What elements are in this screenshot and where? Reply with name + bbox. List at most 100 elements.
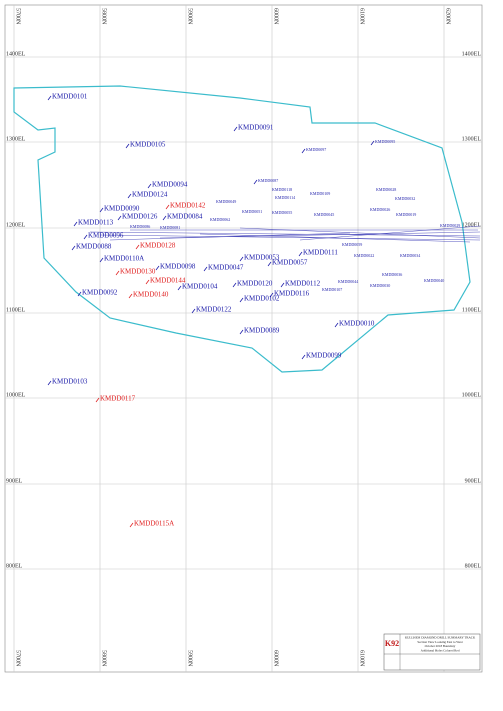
hole-label: KMDD0104: [182, 283, 218, 291]
hole-label: KMDD0116: [274, 290, 310, 298]
minor-hole-label: KMDD0045: [314, 212, 334, 217]
hole-label: KMDD0126: [122, 213, 158, 221]
title-block: K92: [383, 633, 481, 671]
hole-label: KMDD0098: [160, 263, 196, 271]
hole-trace: [301, 354, 306, 360]
drill-traces: [89, 225, 481, 243]
title-line: Additional Holes Colored Red: [421, 648, 460, 652]
hole-trace: [191, 308, 196, 314]
right-label: 1000EL: [462, 392, 482, 398]
hole-label: KMDD0053: [244, 254, 280, 262]
minor-hole-label: KMDD0029: [440, 223, 460, 228]
hole-trace: [77, 291, 82, 297]
title-line: KULLHEM DIAMOND DRILL SUMMARY TRACK: [405, 636, 476, 640]
minor-hole-label: KMDD0030: [370, 283, 390, 288]
hole-label: KMDD0057: [272, 259, 308, 267]
hole-trace: [269, 292, 274, 298]
bottom-label: 6100N: [359, 650, 365, 667]
hole-trace: [128, 293, 133, 299]
hole-trace: [71, 245, 76, 251]
minor-hole-label: KMDD0107: [322, 287, 342, 292]
hole-trace: [165, 204, 170, 210]
hole-trace: [99, 257, 104, 263]
hole-trace: [334, 322, 339, 328]
hole-label: KMDD0115A: [134, 520, 174, 528]
bottom-label: 5700N: [15, 650, 21, 667]
left-label: 1000EL: [6, 392, 26, 398]
hole-trace: [147, 183, 152, 189]
hole-trace: [232, 282, 237, 288]
boundary: [13, 85, 471, 373]
right-label: 900EL: [465, 478, 482, 484]
hole-label: KMDD0095: [375, 139, 395, 144]
minor-hole-label: KMDD0051: [242, 209, 262, 214]
hole-trace: [280, 282, 285, 288]
hole-trace: [298, 251, 303, 257]
hole-trace: [239, 329, 244, 335]
hole-trace: [83, 234, 88, 240]
bottom-label: 5900N: [187, 650, 193, 667]
left-label: 900EL: [6, 478, 23, 484]
hole-trace: [233, 126, 238, 132]
hole-label: KMDD0117: [100, 395, 136, 403]
hole-label: KMDD0089: [244, 327, 280, 335]
left-label: 1300EL: [6, 136, 26, 142]
hole-label: KMDD0142: [170, 202, 206, 210]
minor-hole-label: KMDD0040: [424, 278, 444, 283]
bottom-label: 6000N: [273, 650, 279, 667]
logo: K92: [385, 639, 399, 648]
hole-label: KMDD0103: [52, 378, 88, 386]
hole-label: KMDD0128: [140, 242, 176, 250]
hole-label: KMDD0101: [52, 93, 88, 101]
minor-hole-label: KMDD0109: [310, 191, 330, 196]
minor-hole-label: KMDD0059: [342, 242, 362, 247]
top-label: 6100N: [359, 8, 365, 25]
minor-hole-label: KMDD0034: [400, 253, 420, 258]
right-label: 800EL: [465, 563, 482, 569]
top-label: 5900N: [187, 8, 193, 25]
hole-trace: [162, 215, 167, 221]
hole-label: KMDD0140: [133, 291, 169, 299]
minor-hole-label: KMDD0022: [354, 253, 374, 258]
minor-hole-label: KMDD0062: [210, 217, 230, 222]
hole-label: KMDD0088: [76, 243, 112, 251]
minor-hole-label: KMDD0086: [130, 224, 150, 229]
hole-trace: [301, 148, 306, 154]
hole-label: KMDD0144: [150, 277, 186, 285]
hole-label: KMDD0111: [303, 249, 338, 257]
minor-hole-label: KMDD0055: [272, 210, 292, 215]
hole-label: KMDD0105: [130, 141, 166, 149]
hole-trace: [99, 207, 104, 213]
top-label: 6200N: [445, 8, 451, 25]
minor-hole-label: KMDD0114: [275, 195, 295, 200]
hole-label: KMDD0091: [238, 124, 274, 132]
hole-label: KMDD0010: [339, 320, 375, 328]
right-label: 1200EL: [462, 222, 482, 228]
minor-hole-label: KMDD0044: [338, 279, 358, 284]
map-frame: [4, 4, 483, 673]
right-label: 1300EL: [462, 136, 482, 142]
title-line: October 2018 Boundary: [425, 644, 456, 648]
hole-trace: [267, 261, 272, 267]
minor-hole-label: KMDD0081: [160, 225, 180, 230]
hole-trace: [145, 279, 150, 285]
hole-label: KMDD0092: [82, 289, 118, 297]
holes: KMDD0101 KMDD0091 KMDD0105 KMDD0097 KMDD0095…: [47, 93, 460, 528]
minor-hole-label: KMDD0026: [370, 207, 390, 212]
top-label: 6000N: [273, 8, 279, 25]
hole-label: KMDD0122: [196, 306, 232, 314]
right-label: 1100EL: [462, 307, 481, 313]
hole-label: KMDD0099: [306, 352, 342, 360]
hole-trace: [73, 221, 78, 227]
hole-trace: [129, 522, 134, 528]
hole-trace: [125, 143, 130, 149]
hole-label: KMDD0090: [104, 205, 140, 213]
right-label: 1400EL: [462, 51, 482, 57]
left-label: 1400EL: [6, 51, 26, 57]
minor-hole-label: KMDD0049: [216, 199, 236, 204]
left-label: 1200EL: [6, 222, 26, 228]
hole-label: KMDD0130: [120, 268, 156, 276]
left-label: 800EL: [6, 563, 23, 569]
top-label: 5700N: [15, 8, 21, 25]
minor-hole-label: KMDD0028: [376, 187, 396, 192]
